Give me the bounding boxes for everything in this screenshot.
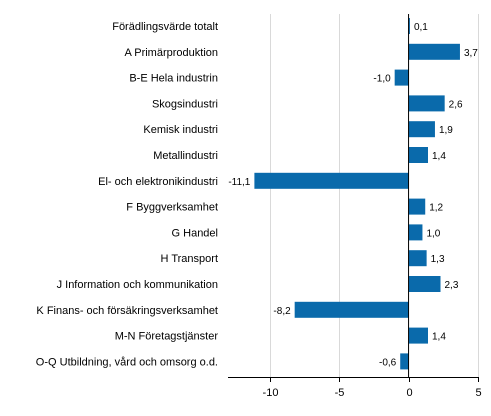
- category-label-7: F Byggverksamhet: [126, 202, 218, 214]
- category-label-0: Förädlingsvärde totalt: [112, 21, 218, 33]
- category-label-3: Skogsindustri: [152, 98, 218, 110]
- category-label-2: B-E Hela industrin: [129, 73, 218, 85]
- category-label-8: G Handel: [172, 227, 218, 239]
- value-label-12: 1,4: [432, 332, 446, 343]
- value-label-1: 3,7: [464, 48, 478, 59]
- bar-6: [254, 172, 409, 189]
- value-label-7: 1,2: [429, 203, 443, 214]
- category-labels: Förädlingsvärde totalt A Primärproduktion…: [36, 21, 219, 368]
- category-label-6: El- och elektronikindustri: [98, 176, 218, 188]
- x-tick-label-0: 0: [406, 387, 412, 399]
- bar-5: [408, 147, 428, 163]
- x-tick-label-5: 5: [475, 387, 481, 399]
- value-label-11: -8,2: [273, 306, 291, 317]
- value-label-0: 0,1: [414, 22, 428, 33]
- bar-4: [408, 121, 435, 138]
- bar-10: [408, 276, 441, 292]
- value-label-13: -0,6: [379, 357, 397, 368]
- category-label-12: M-N Företagstjänster: [115, 331, 219, 343]
- bar-9: [408, 250, 427, 267]
- value-label-5: 1,4: [432, 151, 446, 162]
- bars: [254, 18, 460, 370]
- grid-lines: [270, 14, 479, 377]
- bar-7: [408, 198, 426, 215]
- x-tick-label--10: -10: [263, 387, 279, 399]
- category-label-1: A Primärproduktion: [124, 47, 218, 59]
- value-labels: 0,1 3,7 -1,0 2,6 1,9 1,4 -11,1 1,2 1,0 1,3 2,3 -8,2…: [228, 22, 478, 368]
- value-label-8: 1,0: [426, 228, 440, 239]
- value-label-10: 2,3: [445, 280, 459, 291]
- bar-13: [400, 353, 409, 370]
- value-label-6: -11,1: [228, 177, 250, 188]
- value-label-9: 1,3: [431, 254, 445, 265]
- x-axis: -10 -5 0 5: [228, 377, 482, 399]
- value-label-3: 2,6: [449, 99, 463, 110]
- bar-12: [408, 327, 428, 344]
- bar-1: [408, 43, 460, 60]
- category-label-4: Kemisk industri: [143, 124, 218, 136]
- bar-11: [294, 301, 409, 318]
- x-tick-label--5: -5: [335, 387, 345, 399]
- value-label-4: 1,9: [439, 125, 453, 136]
- bar-0: [408, 18, 410, 34]
- bar-2: [394, 69, 409, 86]
- category-label-5: Metallindustri: [153, 150, 218, 162]
- category-label-9: H Transport: [161, 253, 218, 265]
- category-label-11: K Finans- och försäkringsverksamhet: [36, 305, 218, 317]
- category-label-13: O-Q Utbildning, vård och omsorg o.d.: [36, 356, 218, 368]
- category-label-10: J Information och kommunikation: [57, 279, 218, 291]
- value-label-2: -1,0: [373, 74, 391, 85]
- bar-8: [408, 224, 423, 241]
- bar-3: [408, 95, 445, 112]
